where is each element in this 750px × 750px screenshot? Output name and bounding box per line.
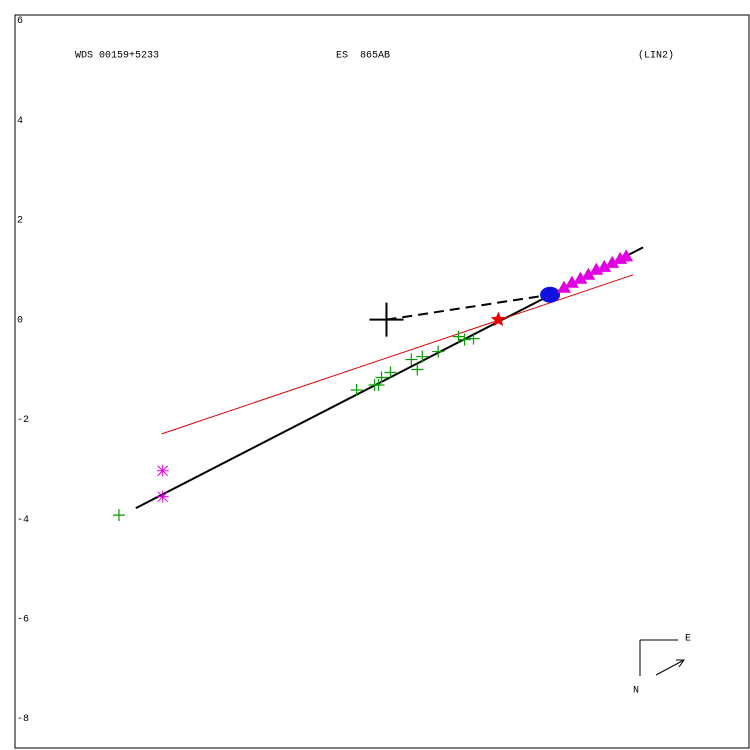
y-tick-label: 0 — [17, 315, 23, 326]
plus-marker — [432, 345, 445, 358]
plus-marker — [405, 353, 418, 366]
triangle-marker — [605, 255, 620, 268]
series — [369, 302, 404, 337]
y-tick-label: 2 — [17, 216, 23, 227]
fit-line — [161, 274, 634, 435]
plus-marker — [411, 363, 424, 376]
plus-marker — [452, 330, 465, 343]
plus-marker — [350, 383, 363, 396]
series — [112, 330, 480, 522]
triangle-marker — [619, 249, 634, 262]
compass-arrow — [655, 659, 685, 676]
triangle-marker — [597, 259, 612, 272]
plus-marker — [458, 333, 471, 346]
plus-marker — [375, 371, 388, 384]
y-tick-label: -6 — [17, 614, 29, 625]
chart-subtitle: ES 865AB — [336, 51, 390, 62]
compass-east: E — [685, 634, 691, 645]
series — [540, 286, 561, 303]
series — [161, 274, 634, 435]
asterisk-marker — [156, 464, 169, 477]
series — [386, 293, 551, 321]
series — [490, 311, 506, 327]
triangle-marker — [581, 267, 596, 280]
circle-marker — [540, 286, 561, 303]
plus-marker — [416, 350, 429, 363]
y-tick-label: -8 — [17, 714, 29, 725]
chart-title: WDS 00159+5233 — [75, 51, 159, 62]
plus-marker — [467, 332, 480, 345]
plus-marker — [112, 509, 125, 522]
series — [156, 464, 169, 503]
asterisk-marker — [156, 490, 169, 503]
triangle-marker — [564, 275, 579, 288]
annotation: (LIN2) — [638, 50, 674, 62]
plus-marker — [384, 366, 397, 379]
plot-frame — [14, 14, 750, 749]
triangle-marker — [573, 271, 588, 284]
compass-arrowhead — [676, 659, 685, 668]
y-tick-label: -2 — [17, 415, 29, 426]
plus-marker — [372, 378, 385, 391]
star-marker — [490, 311, 506, 327]
y-tick-label: 6 — [17, 16, 23, 27]
dashed-line — [386, 293, 551, 321]
y-tick-label: 4 — [17, 116, 23, 127]
triangle-marker — [557, 280, 572, 293]
series — [557, 249, 634, 293]
compass-north: N — [633, 686, 639, 697]
y-tick-label: -4 — [17, 515, 29, 526]
primary-cross — [369, 302, 404, 337]
compass — [639, 639, 685, 676]
